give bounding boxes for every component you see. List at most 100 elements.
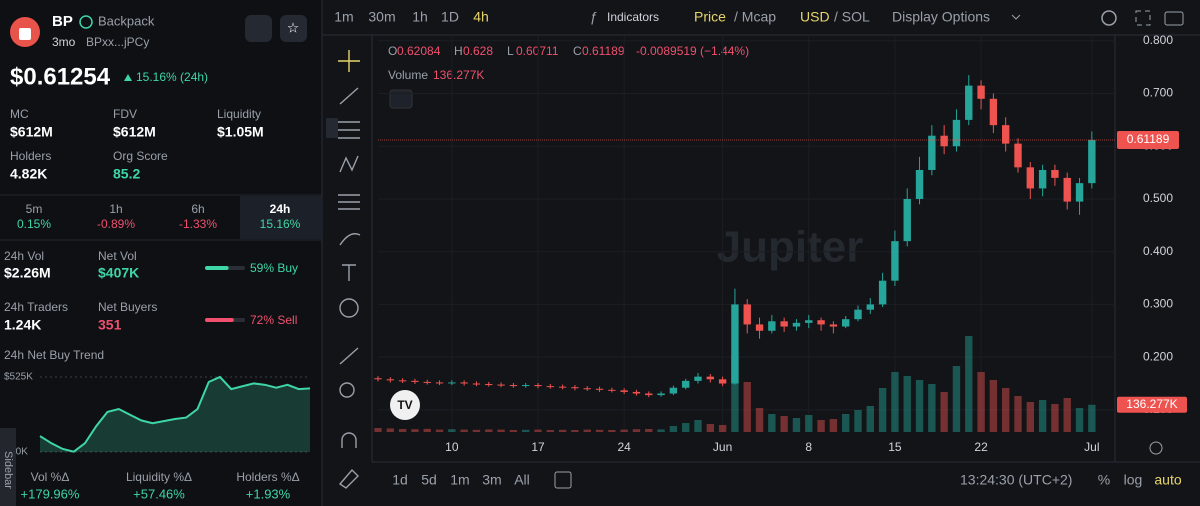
magnet-tool[interactable] <box>341 432 357 448</box>
volume-bar <box>460 429 468 432</box>
volume-bar <box>952 366 961 432</box>
usd-toggle[interactable]: USD <box>800 9 830 25</box>
volume-bar <box>546 430 554 432</box>
indicators[interactable]: Indicators <box>607 10 659 24</box>
verified-icon <box>79 15 93 29</box>
ohlc-h-label: H <box>454 44 463 58</box>
volume-bar <box>595 429 604 432</box>
volume-bar <box>940 392 948 432</box>
calendar-icon[interactable] <box>554 471 572 489</box>
candle-body <box>632 391 641 394</box>
candle-body <box>448 382 456 384</box>
volume-bar <box>485 429 493 432</box>
text-tool[interactable] <box>342 264 356 281</box>
period-label: 6h <box>191 202 204 216</box>
interval[interactable]: 1D <box>441 9 459 25</box>
volume-bar <box>903 376 911 432</box>
range[interactable]: 5d <box>421 472 437 488</box>
candle-body <box>398 380 407 382</box>
volume-bar <box>878 388 887 432</box>
vol-label: 24h Vol <box>4 249 44 263</box>
pct-toggle[interactable]: % <box>1098 472 1110 488</box>
interval[interactable]: 4h <box>473 9 489 25</box>
volume-bar <box>866 406 874 432</box>
crosshair-tool[interactable] <box>338 50 360 72</box>
emoji-tool[interactable] <box>339 298 359 318</box>
stat-value: $1.05M <box>217 124 264 140</box>
interval[interactable]: 1m <box>334 9 353 25</box>
sol-toggle[interactable]: / SOL <box>834 9 870 25</box>
candle-body <box>558 386 567 388</box>
zoom-tool[interactable] <box>339 382 355 398</box>
candle-body <box>1051 169 1059 178</box>
volume-bar <box>682 423 690 432</box>
fib-tool[interactable] <box>338 121 360 139</box>
sidebar-tab[interactable] <box>0 428 16 506</box>
measure-tool[interactable] <box>338 194 360 210</box>
fullscreen-icon[interactable] <box>1135 10 1151 26</box>
delta-value: +57.46% <box>133 486 185 501</box>
stat-label: Liquidity <box>217 107 261 121</box>
brush-tool[interactable] <box>339 233 361 246</box>
price-toggle[interactable]: Price <box>694 9 726 25</box>
candle-body <box>928 135 936 170</box>
mcap-toggle[interactable]: / Mcap <box>734 9 776 25</box>
camera-icon[interactable] <box>1164 11 1184 26</box>
y-tick-label: 0.700 <box>1143 86 1173 100</box>
traders: 1.24K <box>4 317 41 333</box>
delta-label: Holders %Δ <box>236 470 299 484</box>
ruler-tool[interactable] <box>339 347 359 365</box>
net-buyers: 351 <box>98 317 122 333</box>
token-address: BPxx...jPCy <box>86 35 149 49</box>
period-value: 15.16% <box>260 217 301 231</box>
favorite-button[interactable] <box>280 15 307 42</box>
last-price-box <box>1117 130 1179 149</box>
candle-body <box>657 393 665 396</box>
line-tool[interactable] <box>339 87 359 105</box>
stat-value: $612M <box>113 124 156 140</box>
display-options[interactable]: Display Options <box>892 9 990 25</box>
collapse-button[interactable] <box>326 118 338 138</box>
settings-icon[interactable] <box>1101 10 1117 26</box>
net-vol: $407K <box>98 265 139 281</box>
lock-tool[interactable] <box>338 468 359 489</box>
candle-body <box>522 385 530 387</box>
volume-bar <box>632 429 641 432</box>
trend-tick: $525K <box>4 372 33 383</box>
share-button[interactable] <box>245 15 272 42</box>
candle-body <box>583 388 591 390</box>
x-tick-label: Jul <box>1084 440 1099 454</box>
active-period <box>240 196 322 239</box>
range[interactable]: 1d <box>392 472 408 488</box>
volume-bar <box>435 429 444 432</box>
range[interactable]: 3m <box>482 472 501 488</box>
y-tick-label: 0.300 <box>1143 297 1173 311</box>
tv-logo[interactable] <box>390 390 420 420</box>
delta-value: +179.96% <box>21 486 80 501</box>
interval[interactable]: 1h <box>412 9 428 25</box>
watermark: Jupiter <box>717 223 864 272</box>
axis-settings[interactable] <box>1149 441 1163 455</box>
candle-body <box>472 383 481 385</box>
candle-body <box>374 378 382 380</box>
range[interactable]: All <box>514 472 530 488</box>
range[interactable]: 1m <box>450 472 469 488</box>
pattern-tool[interactable] <box>339 155 359 173</box>
auto-toggle[interactable]: auto <box>1154 472 1181 488</box>
volume-bar <box>398 429 407 432</box>
clock: 13:24:30 (UTC+2) <box>960 472 1072 488</box>
volume-bar <box>583 429 591 432</box>
volume-bar <box>448 429 456 432</box>
collapse-legend[interactable] <box>389 89 413 109</box>
interval[interactable]: 30m <box>368 9 395 25</box>
period-label: 24h <box>270 202 291 216</box>
trend-chart: $525K -2.0K <box>4 372 311 458</box>
star-icon: ☆ <box>287 20 300 36</box>
candle-body <box>1075 183 1084 202</box>
log-toggle[interactable]: log <box>1124 472 1143 488</box>
candle-body <box>829 324 838 327</box>
volume-bar <box>706 424 714 432</box>
net-vol-label: Net Vol <box>98 249 137 263</box>
ohlc-o: 0.62084 <box>397 44 441 58</box>
deltas: Vol %Δ +179.96% Liquidity %Δ +57.46% Holders… <box>21 470 300 501</box>
